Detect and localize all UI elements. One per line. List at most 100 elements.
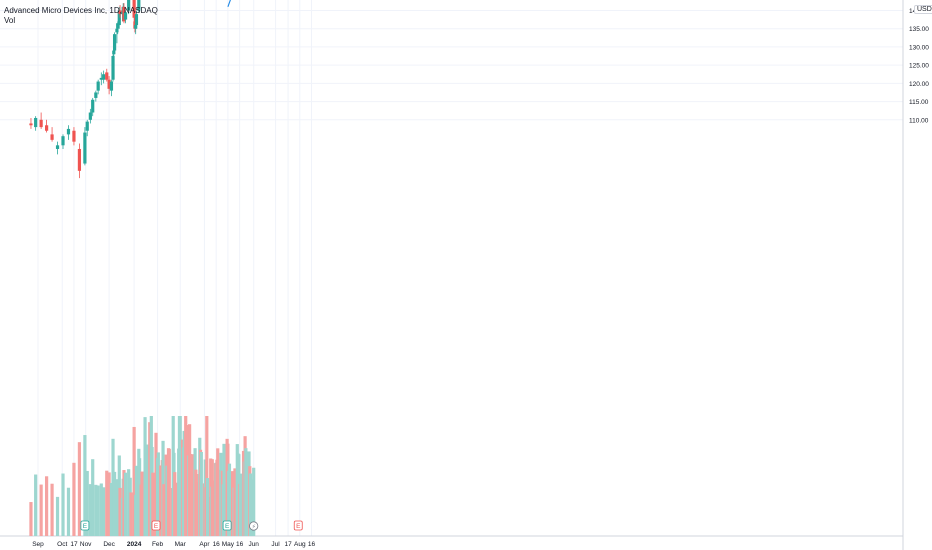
volume-bar <box>156 452 160 536</box>
candle-body <box>134 14 139 26</box>
candle-body <box>109 81 114 91</box>
volume-bar <box>83 435 87 536</box>
earnings-marker-icon <box>222 520 232 531</box>
candle-body <box>85 121 89 131</box>
volume-bar <box>102 487 106 536</box>
volume-bar <box>167 448 171 536</box>
volume-bar <box>91 459 95 536</box>
volume-bar <box>244 448 248 536</box>
x-tick-label: Feb <box>152 541 164 548</box>
volume-bar <box>216 469 221 536</box>
earnings-marker-icon <box>151 520 161 531</box>
candle-body <box>137 0 141 11</box>
volume-bar <box>77 442 82 536</box>
currency-button[interactable]: USD <box>914 5 932 14</box>
candle-body <box>111 56 115 80</box>
x-tick-label: 2024 <box>127 541 142 548</box>
volume-bar <box>205 478 210 536</box>
x-tick-label: May <box>222 541 235 548</box>
x-tick-label: Jul <box>271 541 280 548</box>
volume-bar <box>140 471 144 536</box>
volume-bar <box>44 476 49 536</box>
volume-bar <box>88 484 92 536</box>
y-tick-label: 120.00 <box>909 81 929 88</box>
volume-bar <box>55 496 60 536</box>
candle-body <box>123 12 128 20</box>
candle-body <box>66 128 71 135</box>
candle-body <box>105 72 109 80</box>
volume-bar <box>96 485 100 536</box>
volume-bar <box>184 416 188 536</box>
event-marker-glyph: E <box>296 523 301 530</box>
candle-body <box>83 132 87 164</box>
candle-body <box>117 10 121 26</box>
x-tick-label: Mar <box>175 541 187 548</box>
x-tick-label: 17 <box>70 541 78 548</box>
x-tick-label: 16 <box>213 541 221 548</box>
earnings-marker-icon <box>80 520 90 531</box>
volume-bar <box>173 472 177 536</box>
volume-bar <box>29 502 33 536</box>
volume-bar <box>205 416 209 536</box>
volume-bar <box>105 470 109 536</box>
volume-bar <box>195 482 199 536</box>
candle-body <box>55 145 60 149</box>
volume-bar <box>252 467 256 536</box>
volume-bar <box>134 465 139 536</box>
candle-body <box>127 0 131 11</box>
event-marker-glyph: ⚡ <box>252 524 256 531</box>
candle-body <box>34 117 38 128</box>
volume-bar <box>66 487 71 536</box>
earnings-marker-icon <box>293 520 303 531</box>
volume-bar <box>249 479 253 536</box>
volume-bar <box>189 457 193 536</box>
candle-body <box>88 112 92 120</box>
candle-body <box>102 74 106 80</box>
candle-body <box>116 23 120 29</box>
candle-body <box>44 125 49 131</box>
symbol-header: Advanced Micro Devices Inc, 1D, NASDAQ <box>4 6 158 15</box>
volume-bar <box>199 452 203 536</box>
volume-bar <box>118 487 122 536</box>
volume-bar <box>99 483 103 536</box>
volume-bar <box>39 484 43 536</box>
y-tick-label: 115.00 <box>909 99 929 106</box>
candle-body <box>96 81 100 91</box>
candle-body <box>118 10 122 15</box>
candle-body <box>50 134 54 140</box>
volume-bar <box>34 474 38 536</box>
volume-bar <box>123 472 128 536</box>
volume-bar <box>112 471 117 536</box>
candle-body <box>72 130 76 142</box>
x-tick-label: 16 <box>236 541 244 548</box>
volume-bar <box>238 473 243 536</box>
event-marker-glyph: E <box>154 523 159 530</box>
candle-body <box>39 119 43 128</box>
y-tick-label: 130.00 <box>909 44 929 51</box>
volume-bar <box>211 480 215 536</box>
x-tick-label: Apr <box>199 541 210 548</box>
x-tick-label: Oct <box>57 541 67 548</box>
volume-label: Vol <box>4 16 16 25</box>
x-tick-label: 17 <box>284 541 292 548</box>
volume-bar <box>227 463 232 536</box>
candle-body <box>134 25 138 29</box>
volume-bar <box>162 484 166 536</box>
x-tick-label: Nov <box>80 541 92 548</box>
candle-body <box>61 136 65 146</box>
candle-body <box>132 0 136 18</box>
candle-body <box>77 148 82 171</box>
volume-bar <box>178 416 182 536</box>
volume-bar <box>50 483 54 536</box>
volume-bar <box>72 462 76 536</box>
x-tick-label: 16 <box>308 541 316 548</box>
event-marker-glyph: E <box>225 523 230 530</box>
y-tick-label: 110.00 <box>909 117 929 124</box>
volume-bar <box>107 472 111 536</box>
volume-bar <box>61 473 65 536</box>
y-tick-label: 135.00 <box>909 26 929 33</box>
x-tick-label: Dec <box>103 541 115 548</box>
dividend-marker-icon <box>249 521 259 531</box>
